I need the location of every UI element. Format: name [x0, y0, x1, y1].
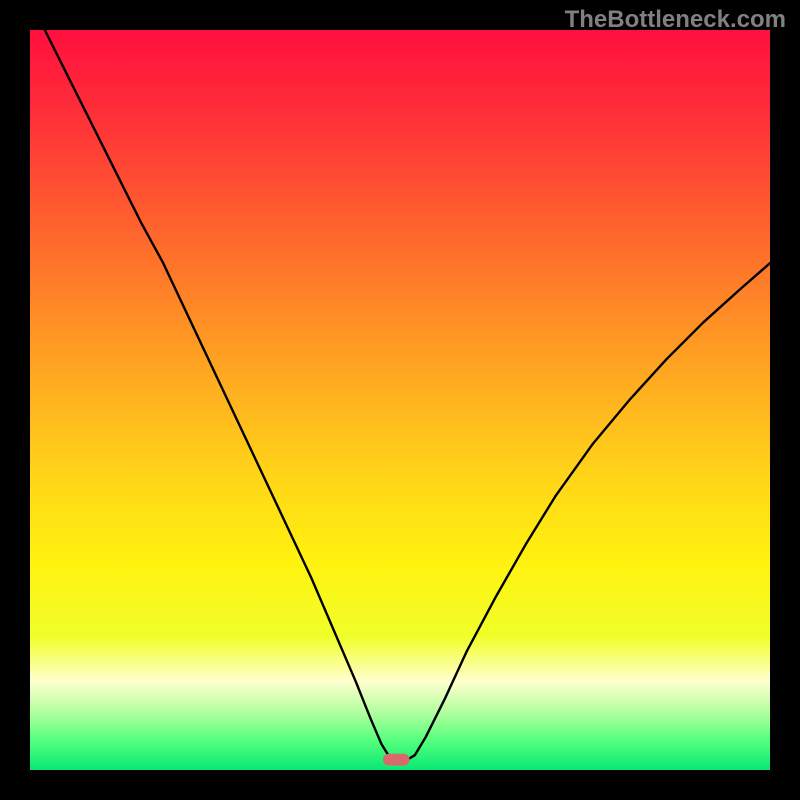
bottleneck-chart: [0, 0, 800, 800]
optimal-marker: [383, 754, 410, 766]
plot-background-gradient: [30, 30, 770, 770]
chart-stage: TheBottleneck.com: [0, 0, 800, 800]
